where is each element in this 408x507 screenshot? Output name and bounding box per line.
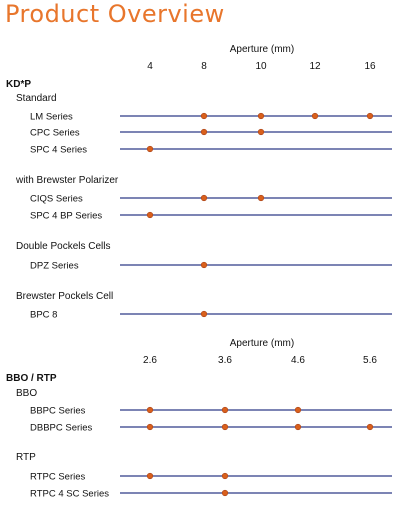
tick-label: 16 (364, 61, 376, 72)
section-title: RTP (16, 452, 36, 463)
data-point (146, 211, 154, 219)
data-point (366, 423, 374, 431)
data-point (221, 489, 229, 497)
data-point (257, 194, 265, 202)
data-point (257, 112, 265, 120)
row-label: SPC 4 Series (30, 145, 87, 156)
row-label: SPC 4 BP Series (30, 211, 102, 222)
data-point (146, 423, 154, 431)
row-label: RTPC 4 SC Series (30, 489, 109, 500)
data-point (200, 194, 208, 202)
axis-label: Aperture (mm) (230, 338, 294, 349)
data-point (146, 406, 154, 414)
data-point (200, 128, 208, 136)
section-title: Brewster Pockels Cell (16, 291, 113, 302)
data-point (294, 406, 302, 414)
tick-label: 3.6 (218, 355, 232, 366)
data-point (311, 112, 319, 120)
tick-label: 12 (309, 61, 321, 72)
row-label: LM Series (30, 112, 73, 123)
section-title: BBO (16, 388, 37, 399)
row-label: BBPC Series (30, 406, 86, 417)
row-label: CIQS Series (30, 194, 83, 205)
data-point (221, 472, 229, 480)
row-label: DPZ Series (30, 261, 79, 272)
section-title: Standard (16, 93, 57, 104)
data-point (200, 310, 208, 318)
data-point (146, 472, 154, 480)
row-label: BPC 8 (30, 310, 57, 321)
data-point (200, 112, 208, 120)
row-label: DBBPC Series (30, 423, 93, 434)
tick-label: 4 (147, 61, 153, 72)
section-title: with Brewster Polarizer (15, 175, 119, 186)
group-title: KD*P (6, 79, 31, 90)
tick-label: 10 (255, 61, 267, 72)
data-point (221, 423, 229, 431)
tick-label: 2.6 (143, 355, 157, 366)
row-label: RTPC Series (30, 472, 86, 483)
row-label: CPC Series (30, 128, 80, 139)
data-point (257, 128, 265, 136)
axis-label: Aperture (mm) (230, 44, 294, 55)
tick-label: 4.6 (291, 355, 305, 366)
data-point (200, 261, 208, 269)
section-title: Double Pockels Cells (16, 241, 111, 252)
data-point (366, 112, 374, 120)
tick-label: 8 (201, 61, 207, 72)
data-point (221, 406, 229, 414)
group-title: BBO / RTP (6, 373, 57, 384)
data-point (294, 423, 302, 431)
data-point (146, 145, 154, 153)
page-title: Product Overview (5, 0, 225, 28)
tick-label: 5.6 (363, 355, 377, 366)
